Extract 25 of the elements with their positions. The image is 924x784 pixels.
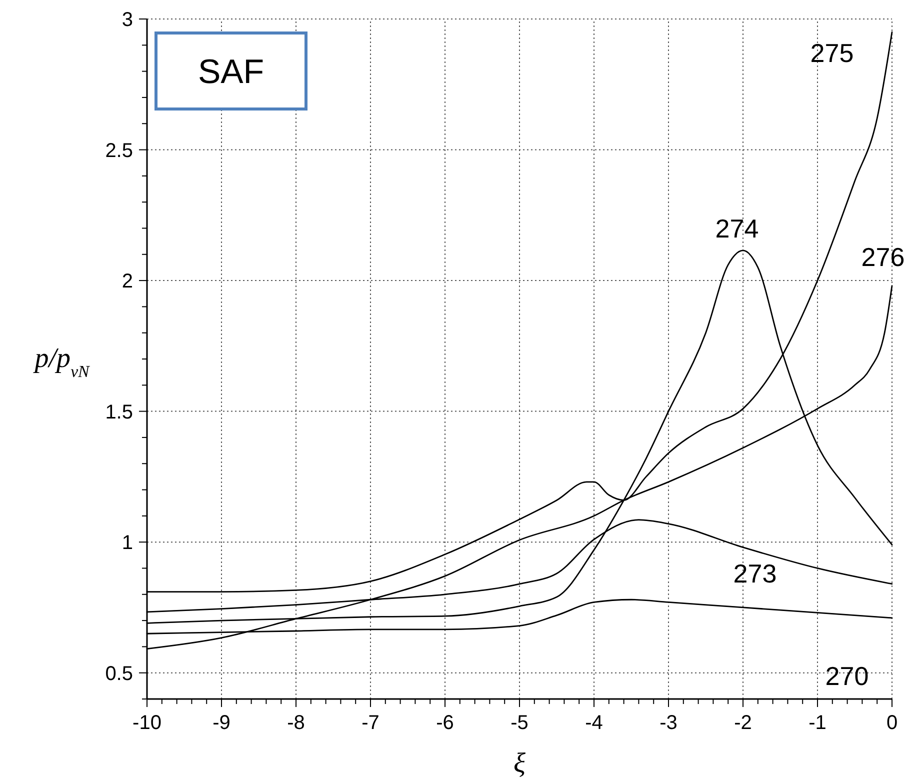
x-tick-label: -9 — [212, 712, 230, 734]
y-tick-label: 0.5 — [105, 662, 133, 685]
annotation: SAF — [198, 52, 264, 91]
series-label: 276 — [861, 242, 905, 272]
series-label: 274 — [715, 214, 759, 244]
series-label: 270 — [825, 661, 869, 692]
x-tick-label: -2 — [734, 712, 752, 734]
y-tick-label: 1.5 — [105, 401, 133, 424]
x-tick-label: -10 — [132, 712, 162, 734]
y-axis-title: p/p$_{vN}$ — [32, 343, 90, 380]
series-label: 273 — [733, 558, 777, 588]
x-tick-label: -6 — [436, 712, 454, 734]
y-tick-label: 2.5 — [105, 140, 133, 162]
series-label: 275 — [810, 38, 854, 68]
x-tick-label: -1 — [808, 712, 826, 734]
x-tick-label: -7 — [362, 712, 380, 734]
x-tick-label: -8 — [287, 712, 305, 734]
x-tick-label: -5 — [510, 712, 528, 734]
x-tick-label: -4 — [585, 712, 603, 734]
y-tick-label: 1 — [122, 532, 133, 554]
x-axis-title: ξ — [514, 748, 526, 779]
y-tick-label: 2 — [122, 270, 133, 293]
y-tick-label: 3 — [122, 9, 133, 31]
x-tick-label: -3 — [660, 712, 678, 734]
x-tick-label: 0 — [886, 712, 898, 734]
